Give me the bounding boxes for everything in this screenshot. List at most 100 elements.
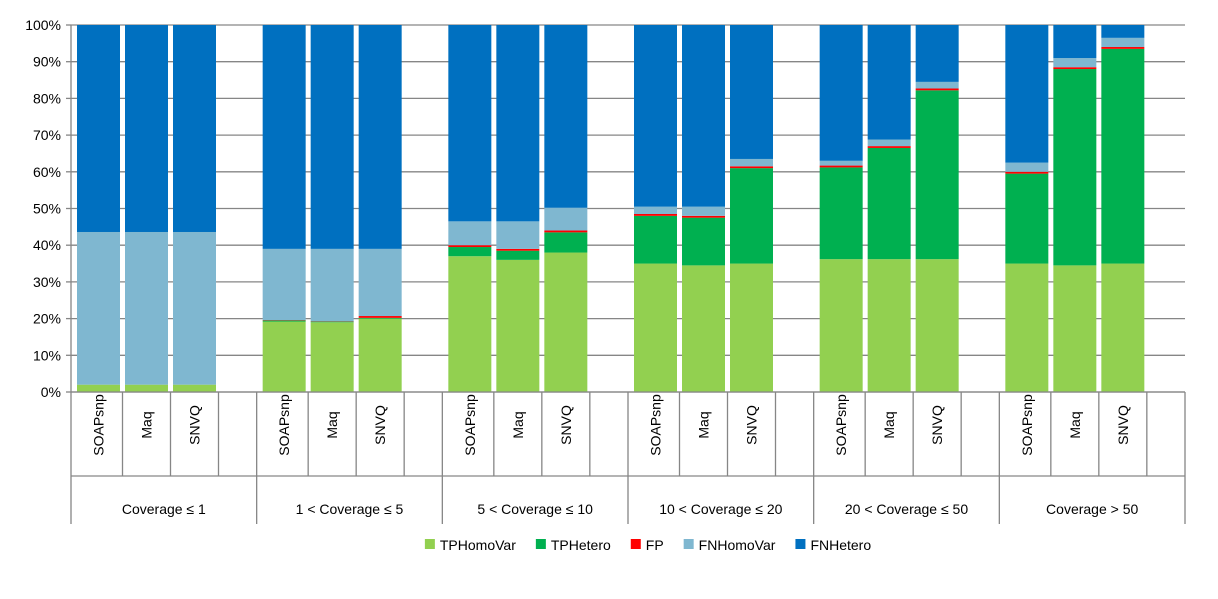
x-group-label: 20 < Coverage ≤ 50 xyxy=(845,501,968,517)
bar-segment-fnhomovar xyxy=(915,81,959,89)
y-tick-label: 90% xyxy=(33,54,61,70)
bar-segment-fnhomovar xyxy=(730,158,773,167)
bar-segment-fp xyxy=(544,230,588,233)
bar-segment-fnhetero xyxy=(819,25,863,161)
bar-segment-fnhomovar xyxy=(77,231,120,385)
bar-segment-tphomovar xyxy=(1101,263,1145,392)
bar-segment-fnhetero xyxy=(496,25,540,222)
bar-segment-tphomovar xyxy=(544,252,588,392)
x-category-label: Maq xyxy=(1067,411,1083,438)
bar-segment-fnhetero xyxy=(262,25,306,249)
bar-segment-fnhetero xyxy=(1005,25,1049,163)
x-axis-category-labels: SOAPsnp Maq SNVQ SOAPsnp Maq SNVQ SOAPsnp Maq SN… xyxy=(91,394,1131,456)
bar-segment-fnhomovar xyxy=(1005,162,1049,172)
bar-segment-fnhetero xyxy=(915,25,959,82)
bar-segment-tphetero xyxy=(358,317,402,319)
bar-segment-fnhomovar xyxy=(448,221,492,246)
bar-segment-fnhetero xyxy=(634,25,677,207)
bar-segment-fnhetero xyxy=(77,25,120,232)
bar-segment-tphomovar xyxy=(448,256,492,392)
bar-segment-fnhomovar xyxy=(682,206,725,216)
bar-segment-fnhetero xyxy=(448,25,492,222)
x-category-label: Maq xyxy=(139,411,155,438)
bar-segment-tphetero xyxy=(544,232,588,253)
bar-segment-fnhomovar xyxy=(173,231,216,385)
legend: TPHomoVar TPHetero FP FNHomoVar FNHetero xyxy=(424,537,871,553)
bar-segment-fnhetero xyxy=(1101,25,1145,38)
bar-segment-tphomovar xyxy=(682,265,725,392)
bar-segment-tphetero xyxy=(730,168,773,264)
legend-label: FNHomoVar xyxy=(699,537,776,553)
legend-label: TPHetero xyxy=(551,537,611,553)
bar-segment-fnhomovar xyxy=(867,139,911,147)
bar-segment-tphomovar xyxy=(1005,263,1049,392)
y-tick-label: 10% xyxy=(33,347,61,363)
bar-segment-tphomovar xyxy=(77,384,120,392)
bar-segment-tphomovar xyxy=(262,321,306,392)
bar-segment-fnhetero xyxy=(730,25,773,159)
y-tick-label: 40% xyxy=(33,237,61,253)
bar-segment-fp xyxy=(682,215,725,218)
bar-segment-tphomovar xyxy=(125,384,168,392)
bar-segment-tphetero xyxy=(496,250,540,260)
x-category-label: SOAPsnp xyxy=(276,394,292,456)
bar-segment-fnhomovar xyxy=(310,248,354,322)
bar-segment-tphetero xyxy=(682,217,725,266)
x-axis-group-labels: Coverage ≤ 1 1 < Coverage ≤ 5 5 < Coverage… xyxy=(122,501,1139,517)
x-category-label: SNVQ xyxy=(929,405,945,445)
x-group-label: Coverage ≤ 1 xyxy=(122,501,206,517)
bar-segment-fnhomovar xyxy=(634,206,677,215)
legend-label: TPHomoVar xyxy=(440,537,516,553)
x-category-label: Maq xyxy=(696,411,712,438)
legend-item: TPHomoVar xyxy=(424,537,516,553)
bar-segment-fp xyxy=(448,245,492,248)
bar-segment-tphomovar xyxy=(1053,265,1097,392)
x-category-label: SNVQ xyxy=(1115,405,1131,445)
bar-segment-fnhetero xyxy=(125,25,168,232)
gridlines xyxy=(71,24,1185,393)
bar-segment-tphetero xyxy=(819,167,863,260)
x-group-label: 1 < Coverage ≤ 5 xyxy=(296,501,404,517)
bar-segment-tphomovar xyxy=(915,259,959,392)
legend-swatch xyxy=(630,539,641,549)
bar-segment-fp xyxy=(1053,67,1097,70)
x-category-label: SOAPsnp xyxy=(648,394,664,456)
x-group-label: 10 < Coverage ≤ 20 xyxy=(659,501,782,517)
bar-segment-fnhomovar xyxy=(358,248,402,317)
bar-segment-fp xyxy=(358,316,402,318)
x-group-label: Coverage > 50 xyxy=(1046,501,1138,517)
legend-swatch xyxy=(683,539,694,549)
legend-label: FNHetero xyxy=(810,537,871,553)
legend-item: FP xyxy=(630,537,664,553)
y-tick-label: 70% xyxy=(33,127,61,143)
bar-segment-fp xyxy=(1101,47,1145,49)
bar-segment-fnhetero xyxy=(867,25,911,140)
bar-segment-tphetero xyxy=(915,90,959,260)
bar-segment-fnhetero xyxy=(544,25,588,208)
legend-label: FP xyxy=(646,537,664,553)
y-tick-label: 0% xyxy=(41,384,61,400)
x-category-label: SNVQ xyxy=(187,405,203,445)
y-tick-label: 30% xyxy=(33,274,61,290)
bar-segment-tphetero xyxy=(1053,69,1097,266)
bar-segment-fnhomovar xyxy=(1101,37,1145,48)
x-category-label: SNVQ xyxy=(744,405,760,445)
bar-segment-fp xyxy=(915,88,959,91)
bar-segment-fp xyxy=(634,214,677,216)
legend-item: FNHomoVar xyxy=(683,537,776,553)
bar-segment-tphomovar xyxy=(358,318,402,392)
x-category-label: Maq xyxy=(324,411,340,438)
bar-segment-fnhomovar xyxy=(544,207,588,231)
bar-segment-fp xyxy=(496,248,540,251)
bar-segment-tphomovar xyxy=(867,259,911,392)
bar-segment-tphetero xyxy=(634,215,677,264)
bars xyxy=(77,25,1145,392)
legend-swatch xyxy=(424,539,435,549)
bar-segment-fnhetero xyxy=(1053,25,1097,59)
x-category-label: SOAPsnp xyxy=(1019,394,1035,456)
bar-segment-tphomovar xyxy=(173,384,216,392)
bar-segment-tphomovar xyxy=(819,259,863,392)
legend-item: TPHetero xyxy=(535,537,611,553)
bar-segment-fnhetero xyxy=(310,25,354,249)
bar-segment-fp xyxy=(867,146,911,148)
